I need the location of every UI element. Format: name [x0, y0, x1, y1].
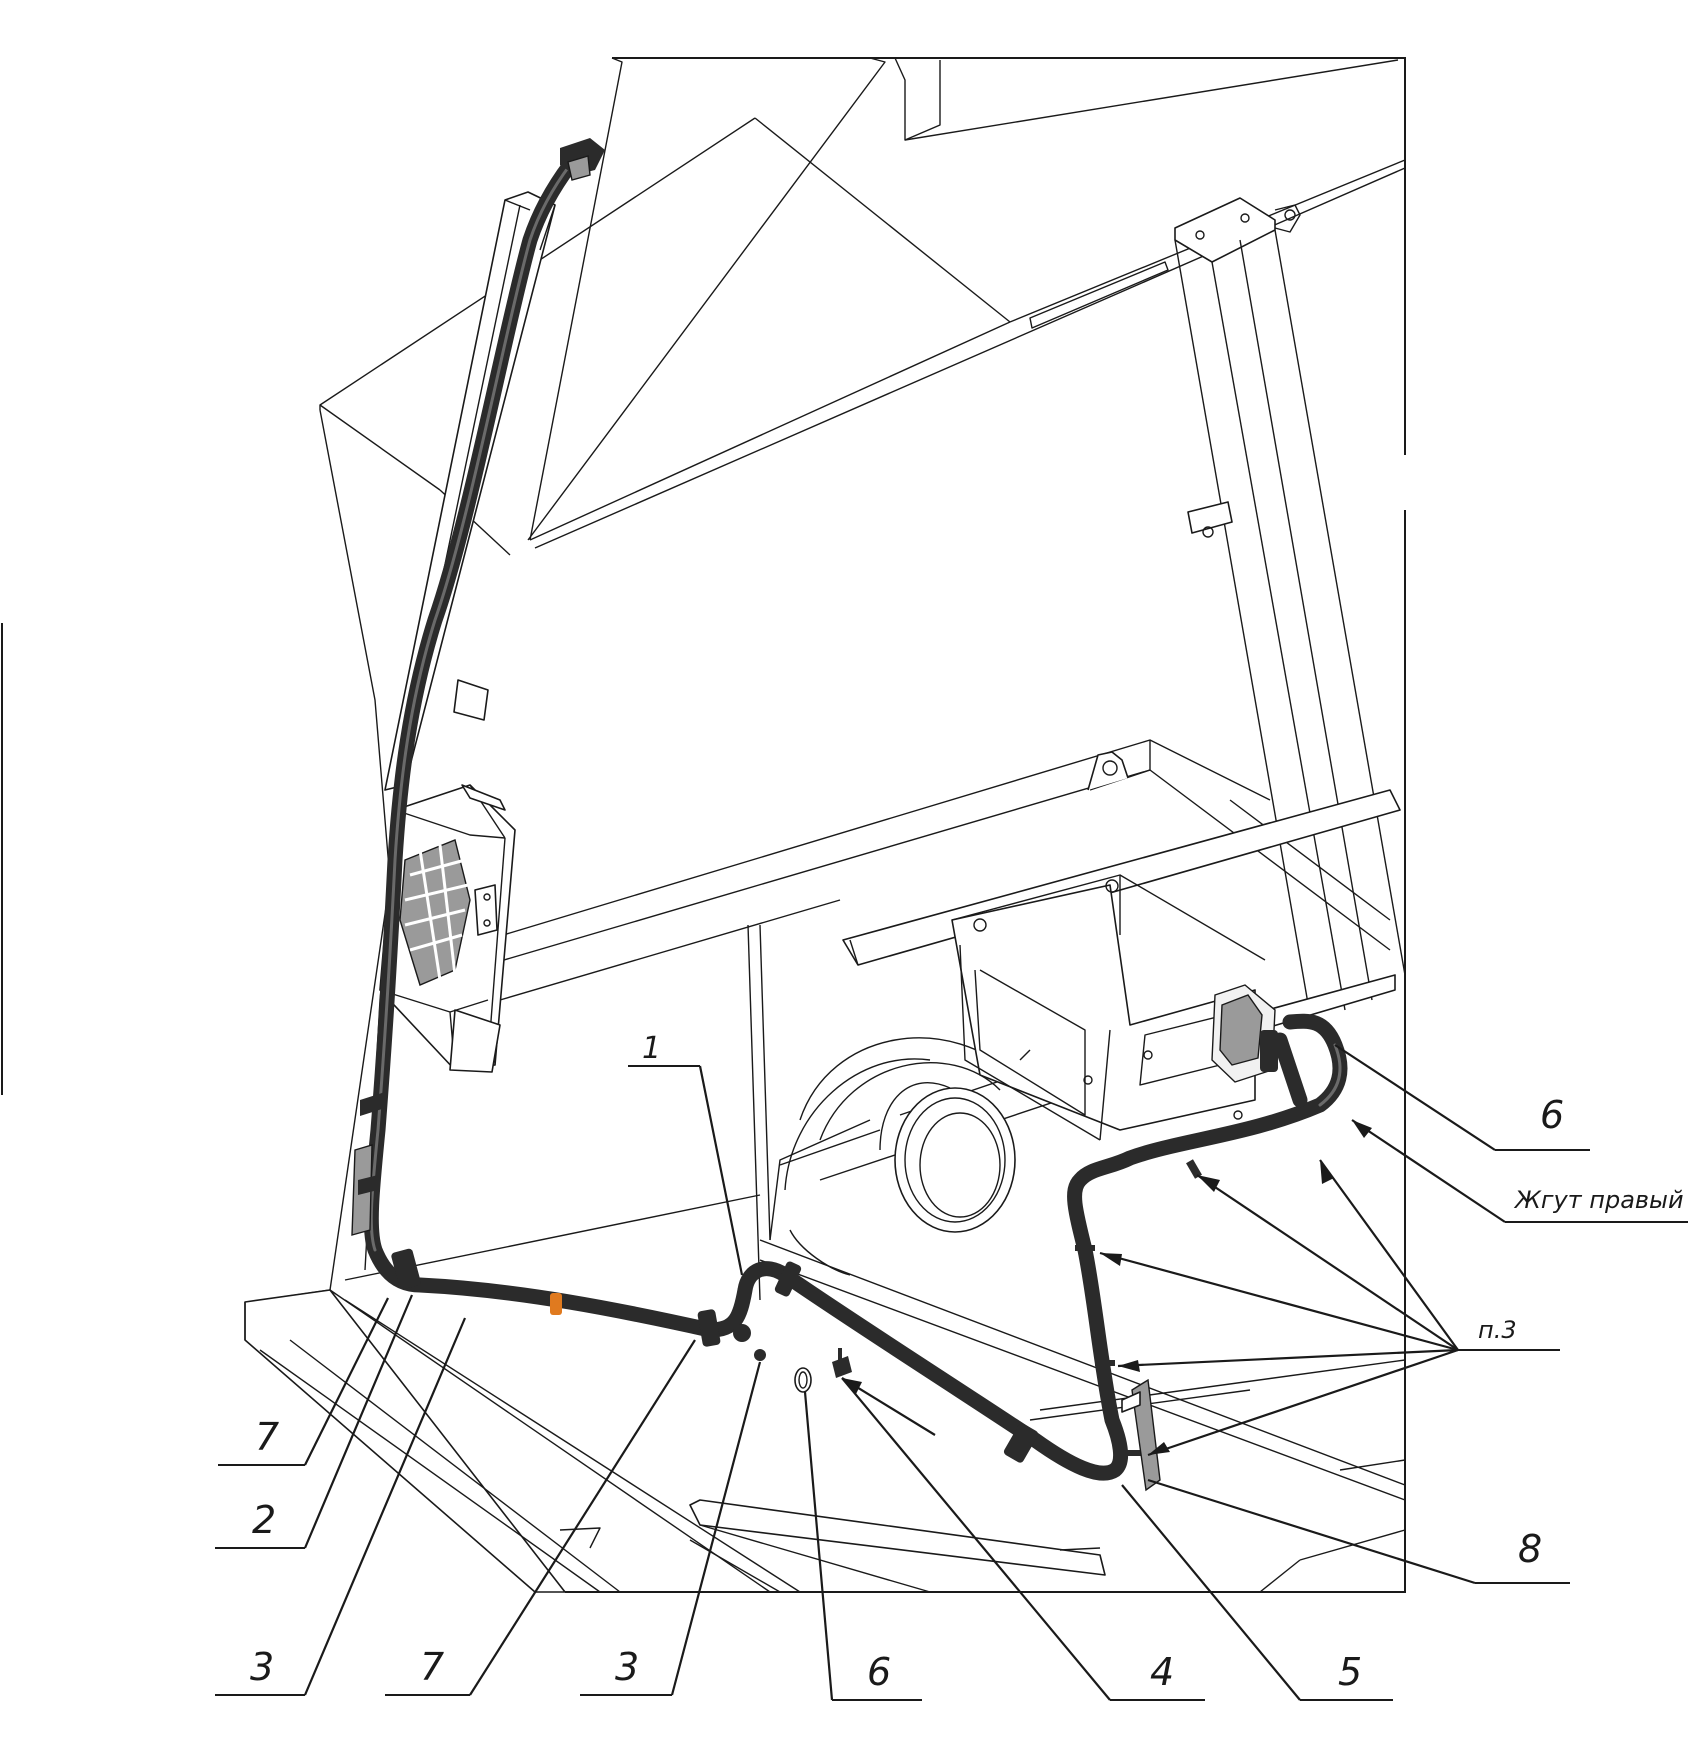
callout-leaders — [215, 1044, 1688, 1701]
callout-2: 2 — [252, 1498, 276, 1542]
callout-3-left: 3 — [250, 1645, 274, 1689]
callout-4: 4 — [1150, 1650, 1174, 1694]
drawing-frame — [1, 57, 1406, 1593]
left-control-box — [379, 784, 516, 1073]
callout-3-mid: 3 — [615, 1645, 639, 1689]
wiring-harness — [351, 138, 1348, 1492]
callout-5: 5 — [1338, 1650, 1362, 1694]
callout-6-bottom: 6 — [867, 1650, 891, 1694]
callout-labels: 1 6 Жгут правый п.3 8 7 2 3 7 3 6 4 5 — [250, 1031, 1684, 1694]
callout-7-left: 7 — [255, 1415, 279, 1459]
right-control-box — [951, 874, 1276, 1141]
callout-harness-right: Жгут правый — [1513, 1186, 1684, 1214]
callout-7-mid: 7 — [420, 1645, 444, 1689]
callout-p3: п.3 — [1478, 1316, 1517, 1344]
callout-8: 8 — [1518, 1527, 1542, 1571]
callout-1: 1 — [642, 1031, 661, 1066]
callout-6-top: 6 — [1540, 1093, 1564, 1137]
